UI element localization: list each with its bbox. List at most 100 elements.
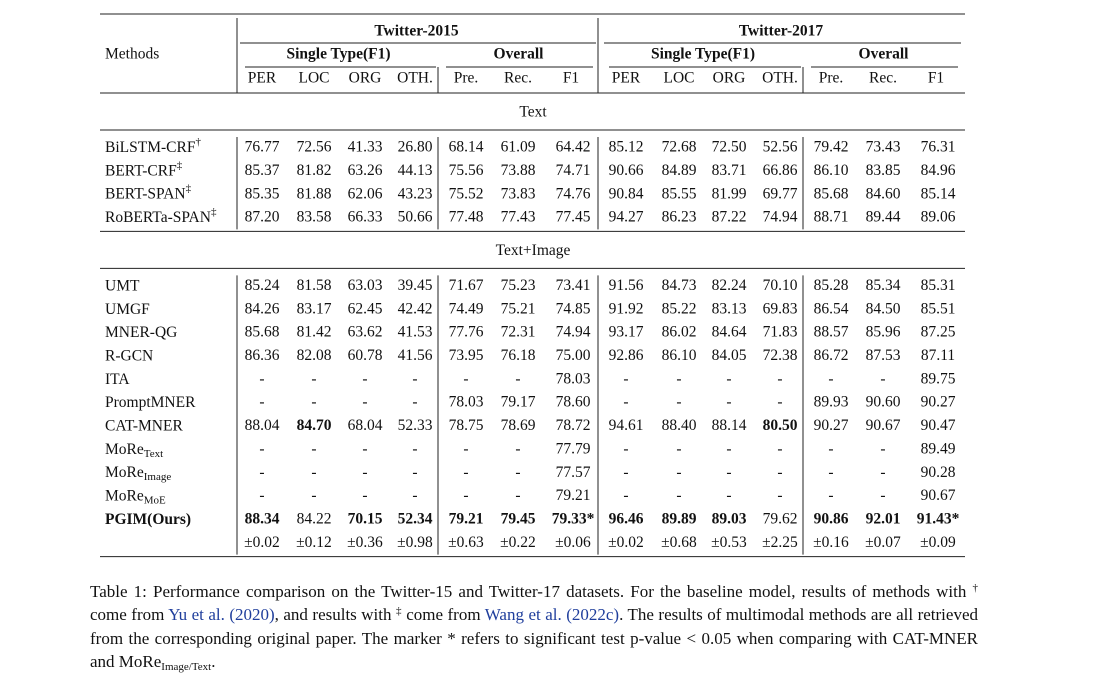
- caption-text: come from: [90, 605, 169, 625]
- cell: 77.43: [501, 209, 536, 226]
- cell: -: [362, 464, 367, 481]
- citation-link[interactable]: Yu et al. (2020): [168, 605, 275, 625]
- cell: 26.80: [398, 139, 433, 156]
- cell: -: [311, 487, 316, 504]
- cell: 80.50: [763, 417, 798, 434]
- cell: -: [362, 487, 367, 504]
- cell: ±0.16: [813, 534, 849, 551]
- cell: -: [412, 440, 417, 457]
- cell: 90.60: [866, 394, 901, 411]
- method-name: R-GCN: [105, 347, 153, 364]
- cell: 78.03: [556, 370, 591, 387]
- cell: 73.95: [449, 347, 484, 364]
- cell: ±0.98: [397, 534, 433, 551]
- method-name: CAT-MNER: [105, 417, 183, 434]
- subgroup-header: Overall: [859, 46, 910, 63]
- cell: 85.68: [245, 324, 280, 341]
- cell: -: [777, 440, 782, 457]
- cell: 77.48: [449, 209, 484, 226]
- citation-link[interactable]: Wang et al. (2022c): [484, 605, 620, 625]
- method-label: UMGF: [105, 300, 150, 317]
- cell: 88.71: [814, 209, 849, 226]
- cell: -: [463, 370, 468, 387]
- cell: 70.10: [763, 277, 798, 294]
- cell: 84.60: [866, 185, 901, 202]
- cell: 74.85: [556, 300, 591, 317]
- column-header: F1: [928, 70, 944, 87]
- cell: -: [726, 487, 731, 504]
- cell: -: [463, 487, 468, 504]
- cell: 81.82: [297, 162, 332, 179]
- cell: -: [828, 464, 833, 481]
- cell: 88.34: [245, 510, 280, 527]
- cell: 62.06: [348, 185, 383, 202]
- cell: -: [311, 394, 316, 411]
- caption-text: , and results with: [274, 605, 396, 625]
- column-header: PER: [248, 70, 277, 87]
- cell: 71.83: [763, 324, 798, 341]
- cell: 90.27: [814, 417, 849, 434]
- cell: 83.85: [866, 162, 901, 179]
- cell: 86.23: [662, 209, 697, 226]
- cell: -: [259, 487, 264, 504]
- method-label: R-GCN: [105, 347, 153, 364]
- cell: 68.14: [449, 139, 484, 156]
- cell: 87.20: [245, 209, 280, 226]
- cell: -: [623, 440, 628, 457]
- cell: 77.79: [556, 440, 591, 457]
- cell: 85.14: [921, 185, 956, 202]
- cell: 72.68: [662, 139, 697, 156]
- cell: -: [726, 464, 731, 481]
- cell: 78.72: [556, 417, 591, 434]
- cell: -: [412, 370, 417, 387]
- cell: 75.00: [556, 347, 591, 364]
- cell: -: [412, 464, 417, 481]
- cell: 92.86: [609, 347, 644, 364]
- cell: ±0.68: [661, 534, 697, 551]
- column-header: ORG: [713, 70, 746, 87]
- cell: 52.34: [398, 510, 433, 527]
- cell: -: [623, 464, 628, 481]
- cell: 89.49: [921, 440, 956, 457]
- cell: 63.03: [348, 277, 383, 294]
- column-header: OTH.: [397, 70, 433, 87]
- cell: 73.43: [866, 139, 901, 156]
- method-label: MoRe: [105, 464, 144, 481]
- cell: 79.62: [763, 510, 798, 527]
- cell: 90.86: [814, 510, 849, 527]
- cell: 76.31: [921, 139, 956, 156]
- cell: -: [259, 394, 264, 411]
- cell: -: [412, 394, 417, 411]
- cell: 85.28: [814, 277, 849, 294]
- cell: -: [676, 487, 681, 504]
- method-mark: ‡: [186, 182, 192, 194]
- cell: 84.70: [297, 417, 332, 434]
- cell: 64.42: [556, 139, 591, 156]
- cell: 94.27: [609, 209, 644, 226]
- cell: 83.58: [297, 209, 332, 226]
- cell: ±0.36: [347, 534, 383, 551]
- cell: 74.76: [556, 185, 591, 202]
- cell: 78.75: [449, 417, 484, 434]
- table-caption: Table 1: Performance comparison on the T…: [90, 580, 978, 673]
- cell: -: [777, 370, 782, 387]
- column-header: Rec.: [504, 70, 532, 87]
- cell: 72.50: [712, 139, 747, 156]
- cell: -: [362, 370, 367, 387]
- cell: 88.14: [712, 417, 747, 434]
- cell: 73.41: [556, 277, 591, 294]
- method-label: ITA: [105, 370, 130, 387]
- cell: 78.69: [501, 417, 536, 434]
- cell: 87.53: [866, 347, 901, 364]
- method-mark: ‡: [211, 206, 217, 218]
- cell: 70.15: [348, 510, 383, 527]
- cell: -: [828, 370, 833, 387]
- cell: 87.11: [921, 347, 955, 364]
- cell: 90.27: [921, 394, 956, 411]
- cell: -: [515, 487, 520, 504]
- cell: -: [880, 440, 885, 457]
- cell: -: [726, 394, 731, 411]
- cell: ±0.02: [244, 534, 280, 551]
- column-header: Rec.: [869, 70, 897, 87]
- cell: 79.45: [501, 510, 536, 527]
